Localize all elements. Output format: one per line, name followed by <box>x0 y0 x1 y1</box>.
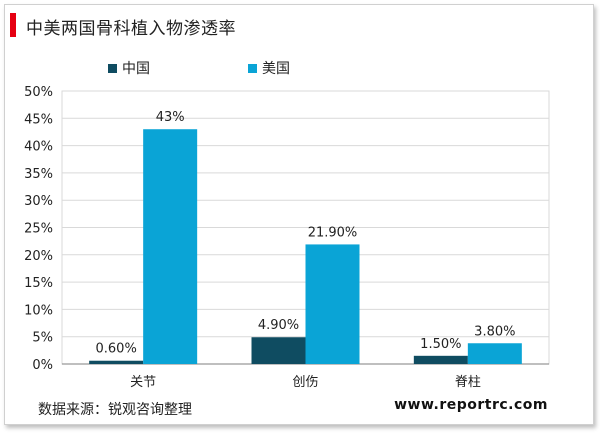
y-tick-label: 30% <box>24 194 53 209</box>
y-tick-label: 15% <box>24 276 53 291</box>
y-tick-label: 40% <box>24 140 53 155</box>
bar-china <box>251 337 306 364</box>
data-label: 43% <box>156 110 185 125</box>
bar-usa <box>467 343 522 364</box>
y-tick-label: 5% <box>32 331 53 346</box>
data-label: 4.90% <box>258 318 299 333</box>
legend-swatch-china <box>108 63 117 73</box>
legend-item-usa: 美国 <box>248 58 290 78</box>
x-tick-label: 脊柱 <box>455 375 481 390</box>
data-source-note: 数据来源：锐观咨询整理 <box>38 402 192 418</box>
y-tick-label: 20% <box>24 249 53 264</box>
x-tick-label: 创伤 <box>292 375 318 390</box>
title-accent-bar <box>10 13 16 37</box>
data-label: 1.50% <box>420 337 461 352</box>
x-tick-label: 关节 <box>130 375 156 390</box>
bar-usa <box>143 129 198 364</box>
bar-china <box>413 355 468 364</box>
y-tick-label: 0% <box>32 358 53 373</box>
y-tick-label: 25% <box>24 222 53 237</box>
data-label: 21.90% <box>308 225 358 240</box>
bar-usa <box>305 244 360 364</box>
chart-title: 中美两国骨科植入物渗透率 <box>26 19 236 39</box>
bar-china <box>89 360 144 364</box>
data-label: 3.80% <box>474 324 515 339</box>
legend-label-china: 中国 <box>122 61 150 77</box>
y-tick-label: 35% <box>24 167 53 182</box>
y-tick-label: 50% <box>24 85 53 100</box>
y-tick-label: 10% <box>24 303 53 318</box>
website-url: www.reportrc.com <box>394 397 548 413</box>
legend-swatch-usa <box>248 63 257 73</box>
legend-item-china: 中国 <box>108 58 150 78</box>
data-label: 0.60% <box>96 342 137 357</box>
y-tick-label: 45% <box>24 112 53 127</box>
legend-label-usa: 美国 <box>262 61 290 77</box>
